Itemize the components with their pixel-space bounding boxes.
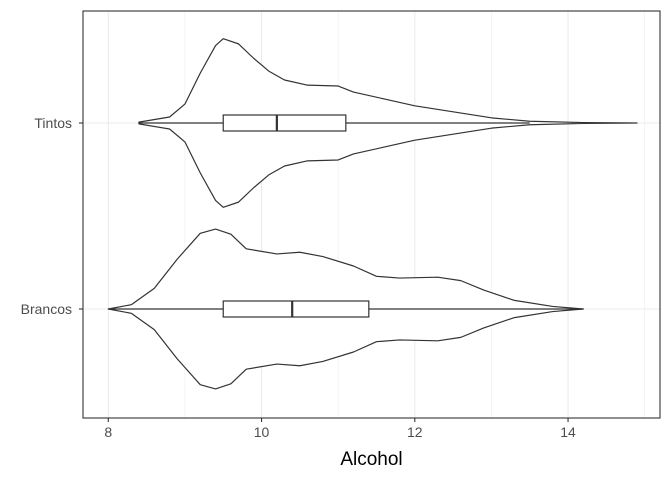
x-tick-label: 12 [407,424,423,440]
y-tick-label-brancos: Brancos [21,301,72,317]
x-tick-label: 14 [560,424,576,440]
axes: 8 10 12 14 Tintos Brancos [21,115,576,440]
x-tick-label: 10 [254,424,270,440]
box-tintos [222,114,347,132]
x-tick-label: 8 [104,424,112,440]
panel-border [82,10,661,419]
box-brancos [222,300,370,318]
violins [107,38,638,390]
y-tick-label-tintos: Tintos [34,115,72,131]
x-axis-title: Alcohol [340,449,402,470]
plot-panel [83,11,660,418]
